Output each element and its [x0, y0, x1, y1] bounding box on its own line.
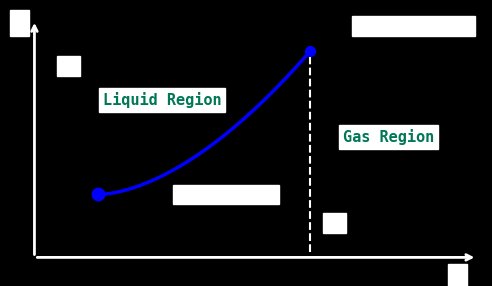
Text: Gas Region: Gas Region: [343, 129, 434, 145]
Text: P: P: [13, 13, 26, 33]
Text: Liquid Region: Liquid Region: [103, 92, 222, 108]
Text: Triple Point: Triple Point: [176, 187, 277, 202]
Text: Pᴄ: Pᴄ: [60, 58, 78, 73]
Text: T: T: [451, 267, 464, 286]
Text: Tᴄ: Tᴄ: [325, 216, 344, 231]
Text: Critical Point: Critical Point: [355, 19, 472, 33]
